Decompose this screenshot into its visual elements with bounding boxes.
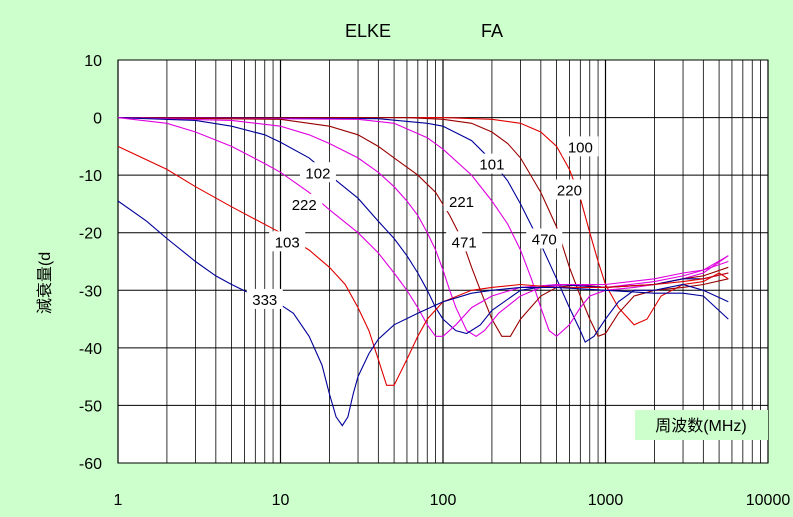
y-axis-label: 減衰量(d: [36, 252, 54, 314]
chart-title-group: ELKE FA: [345, 21, 503, 41]
y-tick-label: -20: [79, 226, 102, 243]
series-line-470: [117, 117, 729, 338]
x-tick-label: 1: [114, 492, 123, 509]
series-label-box: [551, 179, 588, 200]
series-label: 222: [292, 197, 317, 214]
series-label: 470: [532, 231, 557, 248]
x-tick-label: 10: [272, 492, 290, 509]
y-tick-label: -40: [79, 341, 102, 358]
series-label: 471: [452, 234, 477, 251]
x-tick-label: 100: [430, 492, 457, 509]
x-tick-label: 1000: [588, 492, 624, 509]
series-label-box: [286, 193, 323, 214]
y-tick-label: 0: [93, 111, 102, 128]
series-line-222: [117, 117, 729, 337]
series-line-333: [117, 200, 729, 427]
y-tick-label: -30: [79, 283, 102, 300]
series-label-box: [562, 136, 599, 157]
series-label: 103: [275, 234, 300, 251]
series-label: 333: [252, 292, 277, 309]
chart-title-left: ELKE: [345, 21, 391, 41]
series-label-box: [526, 228, 563, 249]
grid-layer: [117, 59, 769, 464]
series-label: 221: [449, 194, 474, 211]
series-label: 102: [305, 165, 330, 182]
y-tick-label: -10: [79, 168, 102, 185]
y-tick-label: -50: [79, 398, 102, 415]
y-tick-label: 10: [84, 53, 102, 70]
x-axis-label-group: 周波数(MHz): [635, 410, 768, 440]
series-label: 220: [557, 183, 582, 200]
x-axis-label: 周波数(MHz): [655, 417, 747, 435]
chart-title-right: FA: [481, 21, 503, 41]
series-label-box: [269, 231, 306, 252]
series-label: 100: [568, 139, 593, 156]
series-label-box: [473, 153, 510, 174]
series-label-box: [443, 191, 480, 212]
y-tick-label: -60: [79, 456, 102, 473]
annotation-layer: 100 220 101 221 470 471 102 222 103 333: [246, 136, 599, 309]
x-axis-label-box: [635, 410, 768, 440]
series-label: 101: [479, 157, 504, 174]
x-tick-label: 10000: [746, 492, 791, 509]
series-line-220: [118, 117, 729, 337]
series-label-box: [299, 162, 336, 183]
series-line-101: [117, 117, 729, 343]
series-label-box: [246, 288, 283, 309]
series-label-box: [446, 231, 483, 252]
